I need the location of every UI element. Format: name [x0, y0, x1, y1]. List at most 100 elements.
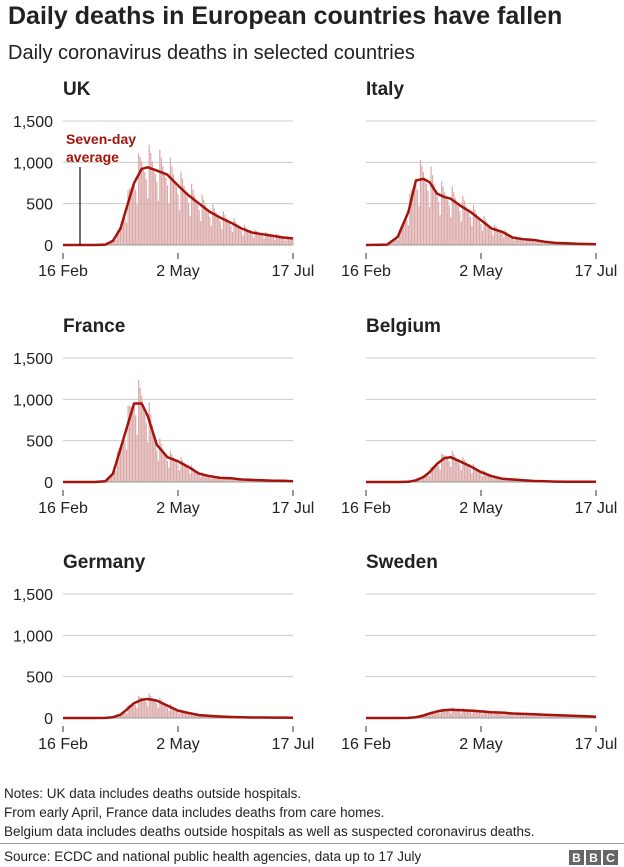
- daily-bar: [433, 465, 435, 482]
- daily-bar: [542, 241, 544, 245]
- daily-bar: [424, 179, 426, 245]
- seven-day-average-line: [63, 697, 294, 720]
- daily-bar: [530, 714, 532, 718]
- daily-bar: [401, 224, 403, 245]
- daily-bar: [527, 238, 529, 245]
- daily-bar: [487, 711, 490, 718]
- daily-bar: [444, 192, 446, 245]
- daily-bar: [556, 716, 558, 718]
- daily-bar: [181, 710, 184, 718]
- daily-bar: [144, 413, 146, 482]
- daily-bar: [422, 476, 425, 482]
- daily-bar: [177, 464, 179, 482]
- daily-bar: [463, 708, 465, 718]
- daily-bar: [439, 713, 441, 718]
- daily-bar: [481, 714, 484, 718]
- daily-bar: [209, 216, 211, 245]
- daily-bar: [445, 710, 447, 718]
- daily-bar: [528, 713, 531, 718]
- daily-bar: [428, 207, 431, 245]
- daily-bar: [139, 387, 141, 482]
- daily-bar: [189, 473, 191, 482]
- daily-bar: [172, 174, 175, 245]
- daily-bar: [471, 473, 473, 482]
- daily-bar: [497, 711, 499, 718]
- daily-bar: [503, 480, 505, 482]
- daily-bar: [524, 241, 526, 245]
- daily-bar: [194, 195, 196, 245]
- daily-bar: [186, 467, 188, 482]
- daily-bar: [175, 186, 178, 245]
- daily-bar: [534, 715, 537, 718]
- daily-bar: [456, 710, 458, 718]
- daily-bar: [543, 715, 546, 718]
- daily-bar: [221, 229, 223, 245]
- daily-bar: [418, 480, 420, 482]
- daily-bar: [116, 451, 119, 482]
- daily-bar: [113, 239, 116, 245]
- daily-bar: [132, 187, 134, 245]
- daily-bar: [431, 466, 434, 482]
- daily-bar: [175, 461, 178, 482]
- daily-bar: [425, 183, 428, 245]
- daily-bar: [471, 225, 473, 245]
- daily-bar: [427, 714, 429, 718]
- daily-bar: [218, 477, 220, 482]
- daily-bar: [169, 703, 172, 718]
- daily-bar: [180, 709, 182, 718]
- daily-bar: [225, 477, 228, 482]
- y-tick-label: 0: [44, 475, 53, 492]
- daily-bar: [147, 706, 149, 718]
- daily-bar: [272, 237, 274, 245]
- daily-bar: [447, 200, 449, 245]
- daily-bar: [489, 475, 491, 482]
- daily-bar: [478, 711, 481, 718]
- daily-bar: [539, 714, 541, 718]
- seven-day-average-line: [366, 455, 596, 484]
- divider: [0, 843, 624, 844]
- panel-title: Germany: [63, 552, 146, 573]
- daily-bar: [397, 240, 399, 245]
- daily-bar: [157, 460, 159, 482]
- seven-day-average-line: [63, 166, 294, 247]
- daily-bar: [195, 471, 197, 482]
- daily-bar: [469, 468, 472, 482]
- daily-bar: [457, 461, 459, 482]
- daily-bar: [201, 472, 203, 482]
- daily-bar: [148, 693, 150, 718]
- daily-bar: [427, 190, 429, 245]
- daily-bar: [253, 480, 255, 482]
- daily-bar: [444, 709, 446, 718]
- daily-bar: [275, 233, 277, 245]
- daily-bar: [513, 480, 515, 482]
- daily-bar: [435, 191, 437, 245]
- daily-bar: [454, 197, 456, 245]
- daily-bar: [156, 450, 158, 482]
- daily-bar: [392, 240, 394, 245]
- daily-bar: [115, 239, 117, 245]
- daily-bar: [284, 240, 287, 245]
- daily-bar: [165, 177, 167, 245]
- daily-bar: [537, 713, 540, 718]
- daily-bar: [498, 230, 500, 245]
- daily-bar: [230, 226, 232, 245]
- daily-bar: [145, 179, 147, 245]
- daily-bar: [136, 434, 138, 482]
- daily-bar: [531, 714, 534, 718]
- daily-bar: [147, 198, 149, 245]
- daily-bar: [141, 161, 143, 245]
- daily-bar: [509, 479, 511, 482]
- daily-bar: [266, 232, 268, 245]
- daily-bar: [259, 233, 261, 245]
- daily-bar: [159, 697, 161, 718]
- daily-bar: [419, 159, 422, 245]
- daily-bar: [135, 189, 137, 245]
- daily-bar: [207, 212, 209, 245]
- daily-bar: [125, 713, 128, 718]
- daily-bar: [154, 442, 156, 482]
- daily-bar: [175, 710, 178, 718]
- note-line: Belgium data includes deaths outside hos…: [4, 824, 535, 839]
- daily-bar: [203, 199, 205, 245]
- daily-bar: [510, 479, 512, 482]
- daily-bar: [398, 229, 400, 245]
